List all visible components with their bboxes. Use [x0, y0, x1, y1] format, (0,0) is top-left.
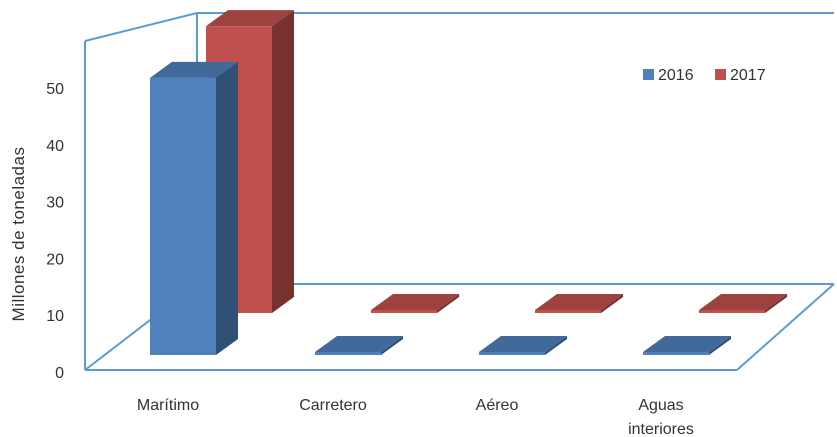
bar-2017-2-side: [601, 294, 623, 313]
bar-2017-2-front: [535, 310, 601, 313]
bar-2017-2-top: [535, 294, 623, 310]
x-tick-label: Aguas: [638, 397, 683, 414]
bar-2016-0-side: [216, 61, 238, 355]
bar-2016-2-side: [545, 336, 567, 355]
bar-2016-2-front: [479, 352, 545, 355]
bar-2017-1-side: [437, 294, 459, 313]
bar-2016-1-front: [315, 352, 381, 355]
y-tick-label: 40: [46, 138, 64, 155]
y-axis-title: Millones de toneladas: [9, 147, 28, 322]
left-wall-top-edge: [84, 12, 198, 42]
bar-2017-3-front: [699, 310, 765, 313]
bar-2017-1-top: [371, 294, 459, 310]
bar-2016-2-top: [479, 336, 567, 352]
bar-2017-0-top: [206, 10, 294, 27]
x-tick-label: Marítimo: [137, 397, 199, 414]
bar-2017-3-side: [765, 294, 787, 313]
legend-label-2016: 2016: [658, 67, 694, 84]
bar-2016-1-side: [381, 336, 403, 355]
bar-2016-3-top: [643, 336, 731, 352]
bar-2016-3-side: [709, 336, 731, 355]
bar-2017-1-front: [371, 310, 437, 313]
y-tick-label: 30: [46, 195, 64, 212]
bar-2016-3-front: [643, 352, 709, 355]
x-tick-label: interiores: [628, 421, 694, 437]
y-tick-label: 0: [55, 365, 64, 382]
bar-2017-3-top: [699, 294, 787, 310]
y-tick-label: 20: [46, 251, 64, 268]
bar-2016-1-top: [315, 336, 403, 352]
y-tick-label: 50: [46, 81, 64, 98]
legend-swatch-2017: [715, 69, 726, 80]
floor-right-edge: [736, 283, 835, 371]
legend-swatch-2016: [643, 69, 654, 80]
legend-label-2017: 2017: [730, 67, 766, 84]
y-tick-label: 10: [46, 308, 64, 325]
x-tick-label: Carretero: [299, 397, 367, 414]
x-tick-label: Aéreo: [476, 397, 519, 414]
bar-2016-0-top: [150, 61, 238, 78]
bar-2017-0-side: [272, 10, 294, 313]
bar-2016-0-front: [150, 77, 216, 355]
